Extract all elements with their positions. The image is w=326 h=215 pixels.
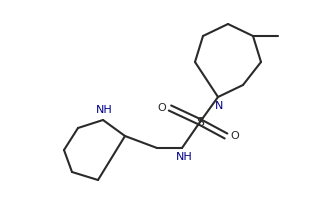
Text: O: O: [158, 103, 166, 113]
Text: O: O: [230, 131, 239, 141]
Text: N: N: [215, 101, 223, 111]
Text: NH: NH: [96, 105, 112, 115]
Text: NH: NH: [176, 152, 192, 162]
Text: S: S: [196, 115, 204, 129]
